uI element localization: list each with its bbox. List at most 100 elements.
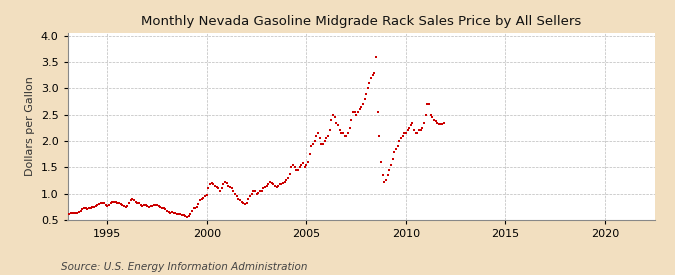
Point [99,201,109,205]
Point [233,197,244,201]
Text: Source: U.S. Energy Information Administration: Source: U.S. Energy Information Administ… [61,262,307,272]
Point [226,186,237,191]
Point [271,185,282,189]
Point [400,131,411,135]
Point [167,210,178,214]
Point [125,198,136,202]
Point [422,102,433,106]
Point [300,165,310,169]
Point [304,152,315,156]
Point [205,182,215,186]
Point [315,136,325,141]
Point [377,173,388,177]
Point [240,202,250,207]
Point [112,200,123,205]
Point [193,202,204,207]
Point [80,206,91,211]
Point [321,136,331,141]
Point [97,200,108,205]
Point [190,206,200,210]
Point [342,131,353,135]
Point [392,144,403,148]
Point [78,206,89,211]
Point [69,211,80,215]
Point [198,196,209,200]
Point [346,118,356,122]
Point [316,141,327,146]
Point [404,126,414,130]
Point [352,110,363,114]
Point [185,211,196,216]
Point [309,139,320,143]
Point [258,186,269,191]
Point [161,208,172,213]
Point [360,91,371,96]
Point [250,189,261,193]
Point [84,206,95,211]
Point [379,180,390,184]
Point [296,163,307,167]
Point [279,180,290,184]
Point [414,128,425,133]
Point [165,210,176,215]
Point [359,97,370,101]
Point [286,165,297,169]
Point [427,115,438,119]
Point [371,54,381,59]
Point [341,134,352,138]
Point [375,160,386,164]
Point [317,141,328,146]
Y-axis label: Dollars per Gallon: Dollars per Gallon [25,76,35,177]
Point [265,180,275,184]
Point [308,141,319,146]
Point [354,107,365,112]
Point [241,201,252,205]
Point [220,180,231,184]
Point [432,120,443,125]
Point [323,134,333,138]
Point [357,102,368,106]
Point [173,211,184,216]
Point [248,189,259,193]
Point [118,204,129,208]
Point [349,110,360,114]
Point [107,200,117,204]
Point [238,201,248,205]
Point [348,110,358,114]
Point [243,197,254,201]
Point [200,194,211,199]
Point [268,182,279,186]
Point [327,112,338,117]
Point [152,203,163,207]
Point [137,204,148,208]
Point [253,190,264,195]
Point [424,102,435,106]
Point [374,134,385,138]
Point [130,199,141,204]
Point [135,203,146,207]
Point [146,204,157,208]
Point [263,182,273,186]
Point [344,126,355,130]
Point [277,181,288,185]
Point [417,126,428,130]
Point [77,207,88,212]
Point [105,201,116,205]
Point [210,183,221,188]
Point [399,131,410,135]
Point [171,211,182,216]
Point [412,131,423,135]
Point [281,178,292,183]
Point [415,128,426,133]
Point [407,120,418,125]
Point [284,171,295,176]
Point [65,211,76,215]
Point [195,198,206,202]
Point [251,191,262,196]
Point [294,165,305,169]
Point [244,194,255,199]
Point [228,189,239,193]
Point [313,131,323,135]
Point [276,182,287,186]
Point [434,121,445,126]
